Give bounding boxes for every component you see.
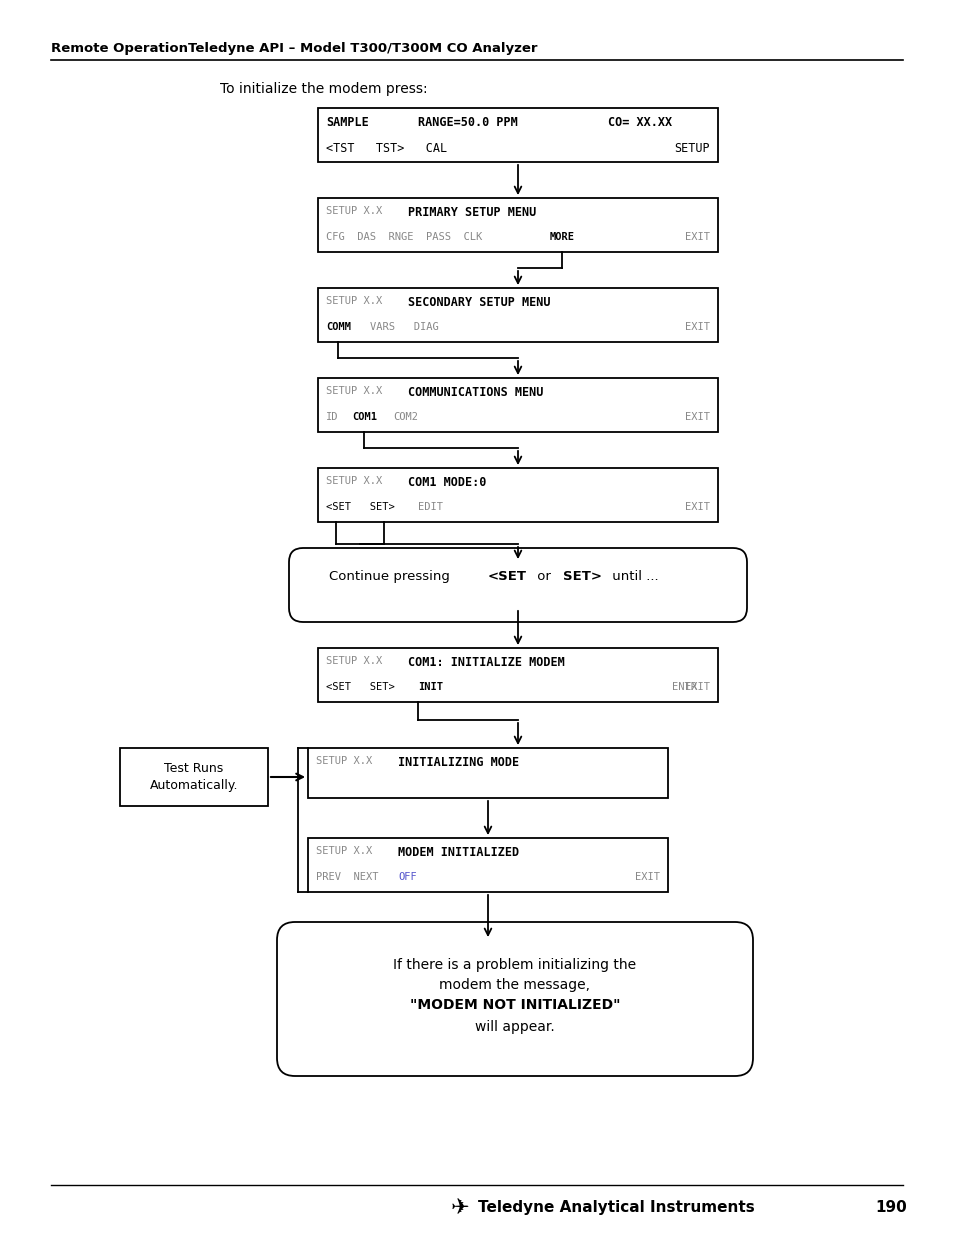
Text: COM1 MODE:0: COM1 MODE:0 <box>408 475 486 489</box>
Text: 190: 190 <box>874 1200 905 1215</box>
Text: EDIT: EDIT <box>417 501 442 513</box>
Text: modem the message,: modem the message, <box>439 978 590 992</box>
Text: SETUP: SETUP <box>674 142 709 156</box>
Text: SETUP X.X: SETUP X.X <box>326 475 382 487</box>
Text: RANGE=50.0 PPM: RANGE=50.0 PPM <box>417 116 517 128</box>
Text: Test Runs: Test Runs <box>164 762 223 776</box>
Text: or: or <box>533 571 555 583</box>
Text: EXIT: EXIT <box>684 232 709 242</box>
FancyBboxPatch shape <box>317 107 718 162</box>
Text: OFF: OFF <box>397 872 416 882</box>
Text: INIT: INIT <box>417 682 442 692</box>
Text: <SET   SET>: <SET SET> <box>326 682 395 692</box>
FancyBboxPatch shape <box>308 839 667 892</box>
FancyBboxPatch shape <box>317 378 718 432</box>
Text: EXIT: EXIT <box>684 412 709 422</box>
Text: COMM: COMM <box>326 322 351 332</box>
Text: SETUP X.X: SETUP X.X <box>326 296 382 306</box>
Text: COMMUNICATIONS MENU: COMMUNICATIONS MENU <box>408 387 543 399</box>
Text: CFG  DAS  RNGE  PASS  CLK: CFG DAS RNGE PASS CLK <box>326 232 482 242</box>
Text: MORE: MORE <box>550 232 575 242</box>
Text: COM2: COM2 <box>393 412 417 422</box>
FancyBboxPatch shape <box>120 748 268 806</box>
FancyBboxPatch shape <box>289 548 746 622</box>
Text: PRIMARY SETUP MENU: PRIMARY SETUP MENU <box>408 206 536 219</box>
Text: will appear.: will appear. <box>475 1020 555 1034</box>
Text: "MODEM NOT INITIALIZED": "MODEM NOT INITIALIZED" <box>410 998 619 1011</box>
Text: EXIT: EXIT <box>684 682 709 692</box>
Text: <SET: <SET <box>488 571 526 583</box>
Text: Automatically.: Automatically. <box>150 778 238 792</box>
Text: until ...: until ... <box>607 571 658 583</box>
Text: EXIT: EXIT <box>684 322 709 332</box>
Text: If there is a problem initializing the: If there is a problem initializing the <box>393 958 636 972</box>
FancyBboxPatch shape <box>317 288 718 342</box>
Text: SETUP X.X: SETUP X.X <box>326 206 382 216</box>
Text: VARS   DIAG: VARS DIAG <box>370 322 438 332</box>
Text: <SET   SET>: <SET SET> <box>326 501 395 513</box>
Text: MODEM INITIALIZED: MODEM INITIALIZED <box>397 846 518 860</box>
Text: COM1: COM1 <box>352 412 376 422</box>
Text: SAMPLE: SAMPLE <box>326 116 369 128</box>
Text: To initialize the modem press:: To initialize the modem press: <box>220 82 427 96</box>
Text: CO= XX.XX: CO= XX.XX <box>607 116 672 128</box>
FancyBboxPatch shape <box>276 923 752 1076</box>
Text: ID: ID <box>326 412 338 422</box>
FancyBboxPatch shape <box>317 468 718 522</box>
Text: ENTR: ENTR <box>671 682 697 692</box>
Text: EXIT: EXIT <box>684 501 709 513</box>
Text: EXIT: EXIT <box>635 872 659 882</box>
Text: SETUP X.X: SETUP X.X <box>315 846 372 856</box>
Text: SETUP X.X: SETUP X.X <box>326 656 382 666</box>
Text: SET>: SET> <box>562 571 601 583</box>
Text: <TST   TST>   CAL: <TST TST> CAL <box>326 142 447 156</box>
Text: SETUP X.X: SETUP X.X <box>326 387 382 396</box>
Text: PREV  NEXT: PREV NEXT <box>315 872 378 882</box>
Text: SETUP X.X: SETUP X.X <box>315 756 372 766</box>
Text: Continue pressing: Continue pressing <box>329 571 454 583</box>
Text: INITIALIZING MODE: INITIALIZING MODE <box>397 756 518 769</box>
FancyBboxPatch shape <box>317 198 718 252</box>
Text: COM1: INITIALIZE MODEM: COM1: INITIALIZE MODEM <box>408 656 564 669</box>
Text: ✈: ✈ <box>450 1198 469 1218</box>
Text: SECONDARY SETUP MENU: SECONDARY SETUP MENU <box>408 296 550 309</box>
FancyBboxPatch shape <box>308 748 667 798</box>
Text: Teledyne Analytical Instruments: Teledyne Analytical Instruments <box>477 1200 754 1215</box>
FancyBboxPatch shape <box>317 648 718 701</box>
Text: Remote OperationTeledyne API – Model T300/T300M CO Analyzer: Remote OperationTeledyne API – Model T30… <box>51 42 537 56</box>
